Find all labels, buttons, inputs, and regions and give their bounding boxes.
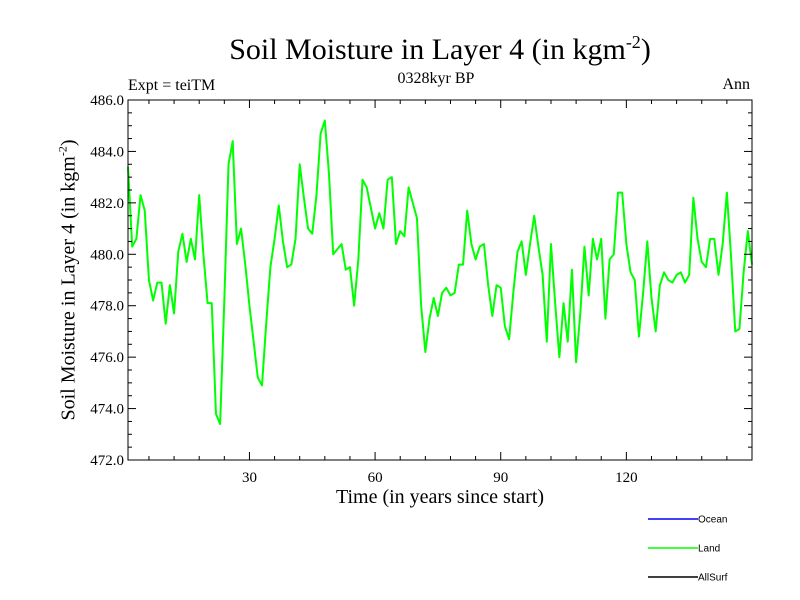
y-tick-label: 478.0 bbox=[90, 299, 124, 315]
x-axis-label: Time (in years since start) bbox=[335, 486, 545, 508]
chart-subtitle: 0328kyr BP bbox=[397, 70, 475, 87]
season-label: Ann bbox=[722, 76, 750, 93]
y-tick-label: 482.0 bbox=[90, 196, 124, 212]
x-tick-label: 90 bbox=[493, 470, 508, 486]
chart-title-text: Soil Moisture in Layer 4 (in kgm bbox=[229, 33, 626, 66]
y-tick-label: 486.0 bbox=[90, 93, 124, 109]
legend-label-land: Land bbox=[698, 544, 720, 555]
chart-title: Soil Moisture in Layer 4 (in kgm-2) bbox=[0, 32, 800, 67]
y-tick-label: 476.0 bbox=[90, 350, 124, 366]
experiment-label: Expt = teiTM bbox=[128, 77, 216, 94]
y-tick-label: 480.0 bbox=[90, 247, 124, 263]
chart-title-close: ) bbox=[640, 33, 651, 66]
legend-label-allsurf: AllSurf bbox=[698, 573, 728, 584]
y-tick-label: 484.0 bbox=[90, 144, 124, 160]
legend-label-ocean: Ocean bbox=[698, 515, 727, 526]
x-tick-label: 60 bbox=[368, 470, 383, 486]
series-line-land bbox=[127, 119, 753, 425]
chart-title-exponent: -2 bbox=[625, 32, 641, 52]
y-tick-label: 474.0 bbox=[90, 402, 124, 418]
y-tick-label: 472.0 bbox=[90, 453, 124, 469]
x-tick-label: 120 bbox=[615, 470, 638, 486]
x-tick-label: 30 bbox=[242, 470, 257, 486]
